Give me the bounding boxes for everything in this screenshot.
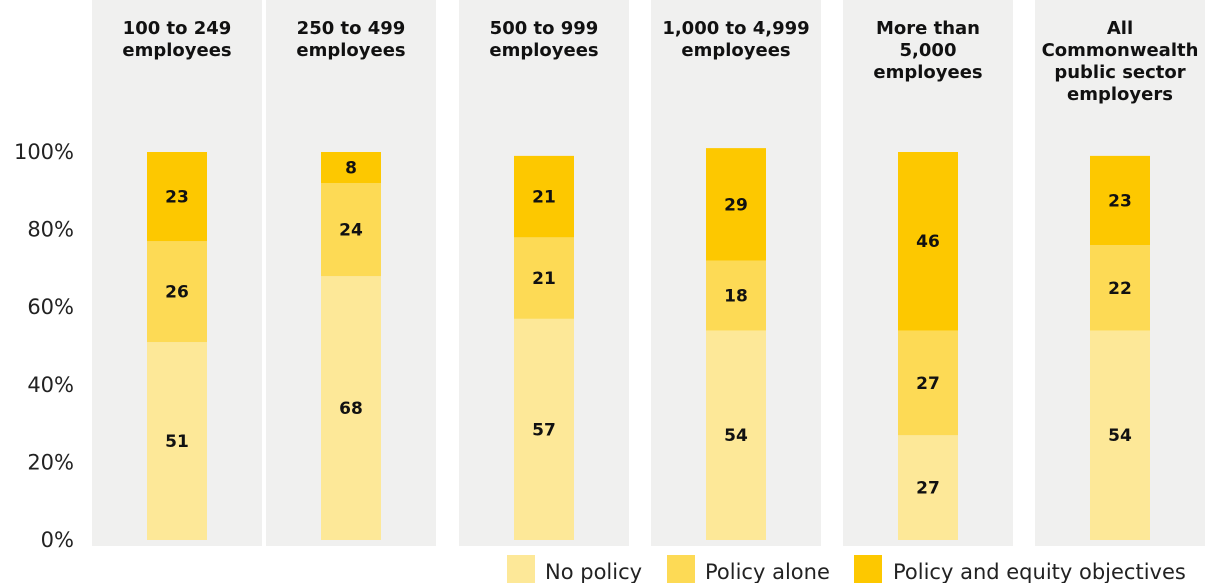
bar-segment: [1090, 245, 1150, 331]
category-label: 100 to 249 employees: [122, 18, 231, 61]
category-label: All Commonwealth public sector employers: [1042, 18, 1199, 105]
data-label: 23: [1108, 192, 1132, 212]
data-label: 27: [916, 479, 940, 499]
legend-label: Policy and equity objectives: [893, 560, 1186, 583]
bar-segment: [706, 148, 766, 261]
bar-segment: [514, 318, 574, 540]
y-tick-label: 20%: [27, 450, 74, 474]
category-label: 1,000 to 4,999 employees: [662, 18, 809, 61]
bar-segment: [898, 330, 958, 436]
bar-segment: [147, 241, 207, 343]
data-label: 23: [165, 188, 189, 208]
data-label: 22: [1108, 279, 1132, 299]
bar-segment: [321, 183, 381, 277]
y-tick-label: 80%: [27, 218, 74, 242]
category-labels: 100 to 249 employees 250 to 499 employees 50…: [122, 18, 1198, 105]
y-tick-label: 0%: [41, 528, 74, 552]
bar-segment: [898, 435, 958, 540]
data-label: 26: [165, 283, 189, 303]
data-label: 21: [532, 269, 556, 289]
data-label: 68: [339, 399, 363, 419]
bar-segment: [321, 152, 381, 184]
data-label: 29: [724, 195, 748, 215]
bar-segment: [1090, 330, 1150, 540]
data-label: 54: [724, 426, 748, 446]
data-label: 51: [165, 432, 189, 452]
bar-segment: [898, 152, 958, 331]
y-tick-label: 60%: [27, 295, 74, 319]
data-label: 21: [532, 188, 556, 208]
y-axis: 0% 20% 40% 60% 80% 100%: [14, 140, 74, 552]
bar-segment: [706, 330, 766, 540]
bar-segment: [514, 237, 574, 319]
data-label: 57: [532, 420, 556, 440]
category-label: More than 5,000 employees: [873, 18, 982, 83]
legend-swatch: [507, 555, 535, 583]
legend-label: Policy alone: [705, 560, 830, 583]
legend-label: No policy: [545, 560, 642, 583]
bar-segment: [514, 155, 574, 238]
y-tick-label: 40%: [27, 373, 74, 397]
bar-segment: [1090, 155, 1150, 246]
bar-segment: [147, 342, 207, 540]
panel-backgrounds: [92, 0, 1205, 546]
bar-segment: [706, 260, 766, 331]
legend-swatch: [854, 555, 882, 583]
data-label: 54: [1108, 426, 1132, 446]
data-label: 46: [916, 232, 940, 252]
data-label: 27: [916, 374, 940, 394]
legend-swatch: [667, 555, 695, 583]
bars: [147, 148, 1150, 540]
value-labels: 51 26 23 68 24 8 57 21 21 54 18 29 27 27 46 54 22 23: [165, 159, 1132, 499]
y-tick-label: 100%: [14, 140, 74, 164]
category-label: 500 to 999 employees: [489, 18, 598, 61]
data-label: 18: [724, 287, 748, 307]
category-label: 250 to 499 employees: [296, 18, 405, 61]
data-label: 24: [339, 221, 363, 241]
legend: No policy Policy alone Policy and equity o…: [507, 555, 1186, 583]
bar-segment: [321, 276, 381, 540]
data-label: 8: [345, 159, 357, 179]
bar-segment: [147, 152, 207, 242]
